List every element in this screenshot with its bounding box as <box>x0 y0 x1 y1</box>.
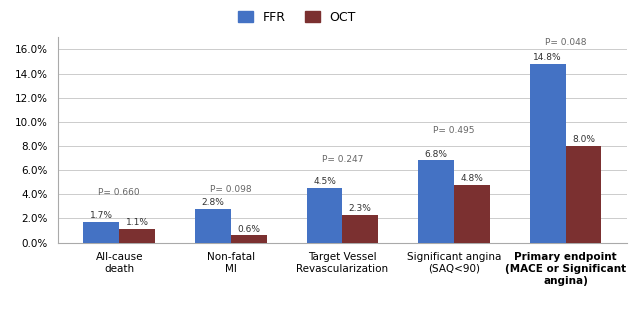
Bar <box>83 222 119 243</box>
Text: 1.7%: 1.7% <box>90 211 113 220</box>
Text: P= 0.660: P= 0.660 <box>99 188 140 197</box>
Bar <box>566 146 602 243</box>
Legend: FFR, OCT: FFR, OCT <box>238 11 356 24</box>
Text: P= 0.098: P= 0.098 <box>210 185 252 194</box>
Text: 0.6%: 0.6% <box>237 225 260 234</box>
Text: P= 0.247: P= 0.247 <box>322 155 363 164</box>
Text: 1.1%: 1.1% <box>125 219 148 227</box>
Bar <box>419 160 454 243</box>
Bar <box>195 209 231 243</box>
Text: 4.8%: 4.8% <box>460 174 483 183</box>
Bar <box>454 185 490 243</box>
Text: 2.8%: 2.8% <box>202 198 225 207</box>
Text: P= 0.495: P= 0.495 <box>433 126 475 135</box>
Bar <box>231 235 266 243</box>
Text: 4.5%: 4.5% <box>313 178 336 186</box>
Text: 8.0%: 8.0% <box>572 135 595 144</box>
Bar <box>307 188 342 243</box>
Bar <box>342 215 378 243</box>
Text: 14.8%: 14.8% <box>533 53 562 62</box>
Text: 2.3%: 2.3% <box>349 204 372 213</box>
Bar <box>530 64 566 243</box>
Text: P= 0.048: P= 0.048 <box>545 38 586 47</box>
Text: 6.8%: 6.8% <box>425 150 447 159</box>
Bar <box>119 229 155 243</box>
